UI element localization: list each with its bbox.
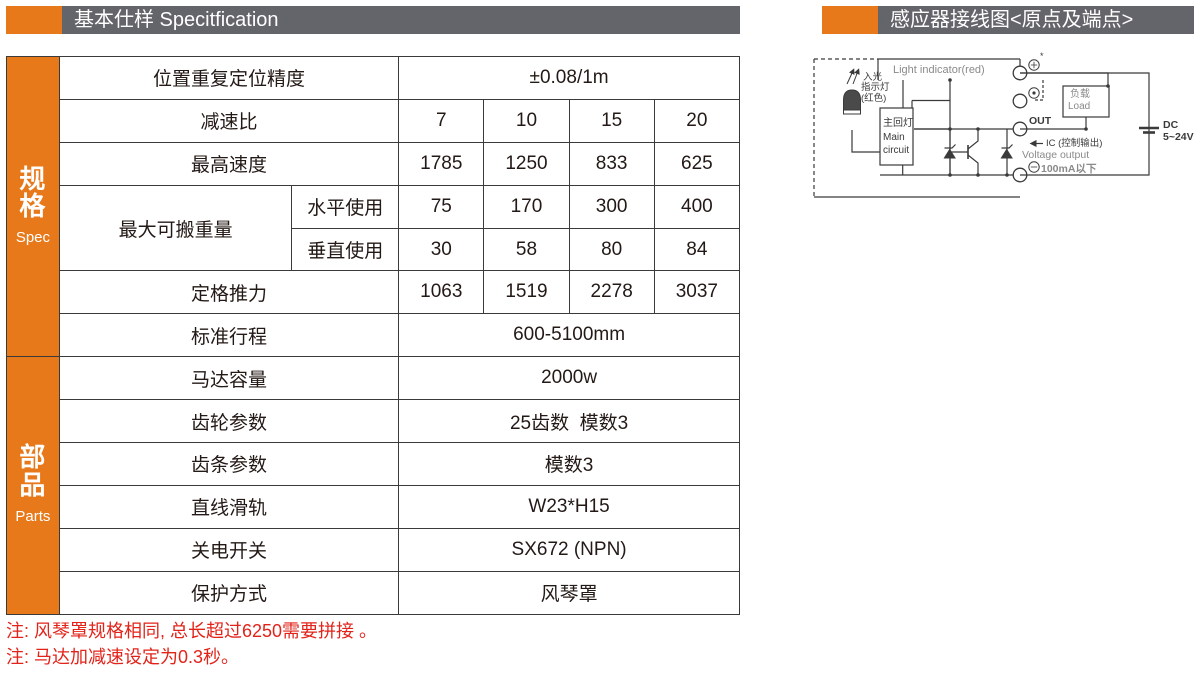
svg-text:主回灯: 主回灯 (883, 117, 913, 129)
svg-text:OUT: OUT (1029, 115, 1052, 127)
svg-text:负载: 负载 (1070, 87, 1090, 100)
svg-text:Load: Load (1068, 101, 1090, 112)
svg-text:Voltage output: Voltage output (1022, 149, 1089, 161)
svg-text:DC: DC (1163, 119, 1179, 131)
svg-text:circuit: circuit (883, 145, 909, 156)
svg-text:*: * (1040, 51, 1044, 61)
svg-text:5~24V: 5~24V (1163, 131, 1194, 143)
svg-text:IC (控制输出): IC (控制输出) (1046, 137, 1102, 149)
svg-text:(红色): (红色) (861, 92, 886, 104)
svg-text:指示灯: 指示灯 (861, 81, 890, 93)
svg-text:100mA以下: 100mA以下 (1041, 163, 1097, 175)
svg-text:Main: Main (883, 132, 905, 143)
svg-text:Light indicator(red): Light indicator(red) (893, 64, 985, 76)
